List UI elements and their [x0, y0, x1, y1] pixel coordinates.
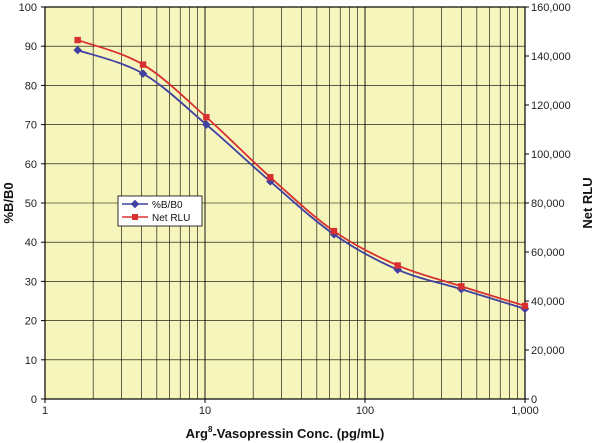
y-left-tick-label: 10 [25, 355, 37, 367]
y-right-axis-title: Net RLU [580, 177, 595, 228]
y-left-tick-label: 60 [25, 159, 37, 171]
x-tick-labels: 1 10 100 1,000 [42, 399, 539, 417]
legend-box [117, 195, 203, 227]
y-left-tick-label: 20 [25, 316, 37, 328]
legend-label-bb0: %B/B0 [152, 200, 183, 211]
x-axis-title-before: Arg [186, 426, 208, 441]
y-right-tick-label: 0 [531, 394, 537, 406]
y-left-tick-label: 40 [25, 237, 37, 249]
y-left-tick-label: 80 [25, 80, 37, 92]
y-right-tick-label: 160,000 [531, 2, 571, 14]
y-right-tick-label: 80,000 [531, 198, 565, 210]
data-point-rlu [203, 114, 210, 121]
data-point-rlu [139, 61, 147, 68]
series-line-rlu [77, 39, 526, 307]
y-left-axis-title: %B/B0 [1, 182, 16, 223]
x-tick-label: 1 [42, 405, 48, 417]
data-point-rlu [394, 262, 401, 269]
y-left-tick-labels: 0 10 20 30 40 50 60 70 80 90 100 [19, 2, 45, 406]
y-right-tick-label: 40,000 [531, 296, 565, 308]
legend-marker-rlu [132, 214, 138, 220]
x-tick-label: 10 [199, 405, 211, 417]
legend-marker-bb0 [130, 199, 140, 209]
y-left-tick-label: 50 [25, 198, 37, 210]
data-point-bb0 [73, 45, 82, 55]
series-line-bb0 [77, 49, 526, 310]
y-right-tick-label: 20,000 [531, 345, 565, 357]
y-right-tick-label: 60,000 [531, 247, 565, 259]
x-tick-label: 100 [356, 405, 374, 417]
y-left-tick-label: 30 [25, 276, 37, 288]
y-right-tick-label: 100,000 [531, 149, 571, 161]
y-right-tick-label: 140,000 [531, 51, 571, 63]
data-point-rlu [330, 227, 338, 235]
x-axis-title-sup: 8 [208, 425, 213, 434]
y-left-tick-label: 70 [25, 120, 37, 132]
x-axis-title-after: -Vasopressin Conc. (pg/mL) [212, 426, 384, 441]
y-left-tick-label: 90 [25, 41, 37, 53]
series-group [73, 36, 530, 314]
legend: %B/B0 Net RLU [117, 195, 203, 227]
y-left-tick-label: 100 [19, 2, 37, 14]
data-point-rlu [267, 174, 274, 181]
legend-label-rlu: Net RLU [152, 213, 190, 224]
x-axis-title: Arg8-Vasopressin Conc. (pg/mL) [186, 425, 385, 441]
x-tick-label: 1,000 [511, 405, 539, 417]
y-right-tick-label: 120,000 [531, 100, 571, 112]
data-point-rlu [521, 302, 529, 310]
data-point-rlu [74, 36, 81, 44]
data-point-bb0 [202, 120, 211, 129]
y-left-tick-label: 0 [31, 394, 37, 406]
data-point-rlu [458, 283, 465, 290]
y-right-tick-labels: 0 20,000 40,000 60,000 80,000 100,000 120,000 1… [525, 2, 571, 406]
data-point-bb0 [138, 69, 148, 78]
